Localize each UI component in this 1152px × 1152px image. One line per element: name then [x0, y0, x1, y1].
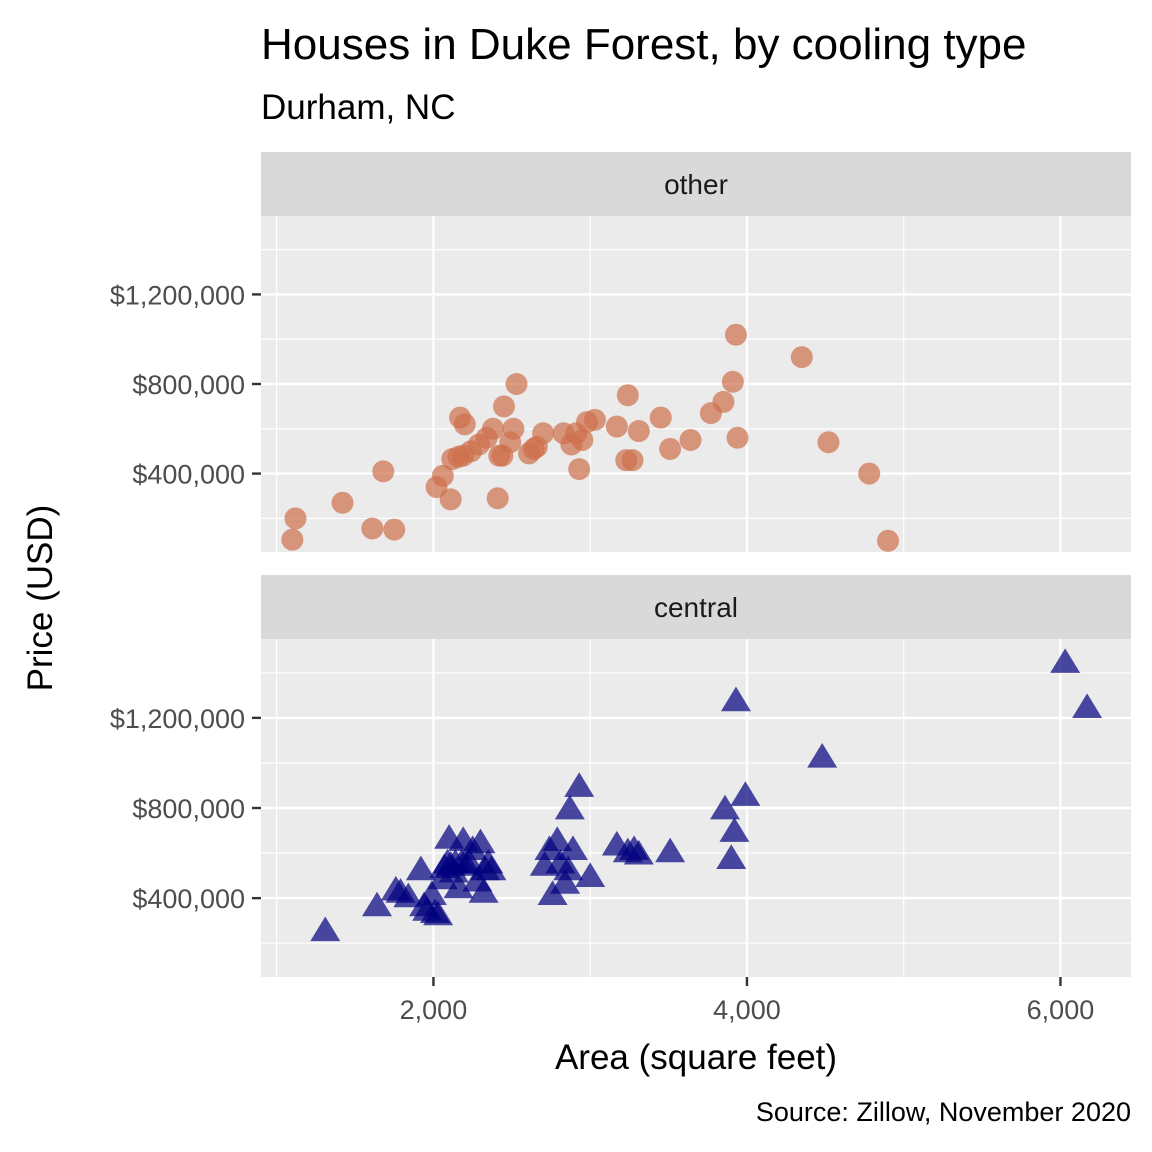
data-point-other — [790, 346, 813, 369]
data-point-other — [505, 373, 528, 395]
y-tick-label: $800,000 — [132, 370, 245, 400]
data-point-central — [542, 826, 573, 851]
data-point-other — [721, 370, 744, 393]
y-tick-label: $800,000 — [132, 794, 245, 824]
data-point-central — [468, 878, 499, 903]
points-central — [310, 648, 1103, 942]
facet-panel-other: other — [261, 152, 1131, 552]
data-point-other — [482, 417, 504, 440]
data-point-other — [621, 449, 644, 472]
data-point-central — [550, 869, 581, 894]
facet-panel-central: central — [261, 575, 1131, 977]
data-point-central — [575, 862, 606, 887]
data-point-central — [423, 900, 454, 926]
data-point-central — [454, 848, 485, 874]
data-point-other — [817, 431, 840, 454]
data-point-other — [492, 395, 515, 418]
data-point-central — [730, 781, 761, 806]
x-axis-title: Area (square feet) — [555, 1038, 837, 1077]
data-point-other — [502, 417, 525, 440]
data-point-central — [416, 880, 447, 906]
data-point-central — [710, 794, 740, 820]
data-point-other — [439, 488, 462, 511]
data-point-central — [564, 772, 595, 797]
data-point-central — [557, 835, 588, 860]
data-point-other — [616, 384, 639, 407]
data-point-central — [476, 855, 507, 881]
x-tick-label: 6,000 — [1027, 995, 1095, 1025]
data-point-central — [465, 828, 496, 854]
data-point-central — [1072, 693, 1103, 718]
y-axes: $400,000 $800,000 $1,200,000 $400,000 $800,0… — [110, 280, 261, 914]
data-point-other — [453, 413, 476, 436]
data-point-other — [331, 491, 354, 514]
data-point-other — [571, 429, 594, 451]
gridlines-other — [261, 216, 1131, 552]
facet-strip-label-other: other — [664, 169, 728, 200]
data-point-central — [720, 686, 751, 712]
y-axis-title: Price (USD) — [21, 505, 60, 692]
data-point-other — [724, 323, 747, 346]
data-point-other — [532, 422, 555, 445]
data-point-other — [372, 460, 395, 483]
data-point-other — [583, 408, 606, 431]
data-point-other — [877, 529, 900, 552]
y-tick-label: $1,200,000 — [110, 280, 245, 310]
facet-strip-label-central: central — [654, 592, 738, 623]
y-tick-label: $1,200,000 — [110, 704, 245, 734]
data-point-central — [623, 839, 654, 865]
data-point-central — [553, 855, 584, 881]
data-point-central — [1050, 648, 1081, 673]
data-point-central — [443, 873, 474, 899]
data-point-other — [858, 462, 881, 485]
data-point-central — [310, 916, 341, 942]
data-point-other — [431, 464, 454, 487]
data-point-other — [568, 458, 591, 481]
data-point-central — [655, 837, 686, 863]
facet-strip-other — [261, 152, 1131, 216]
data-point-other — [649, 406, 672, 429]
chart-caption: Source: Zillow, November 2020 — [756, 1097, 1131, 1127]
x-tick-label: 2,000 — [400, 995, 468, 1025]
data-point-other — [712, 390, 735, 413]
data-point-other — [486, 487, 509, 510]
gridlines-central — [261, 639, 1131, 977]
data-point-central — [362, 891, 392, 917]
data-point-central — [807, 742, 838, 768]
data-point-other — [361, 517, 384, 540]
chart-subtitle: Durham, NC — [261, 88, 455, 127]
data-point-other — [627, 420, 650, 443]
data-point-other — [605, 415, 628, 438]
data-point-other — [284, 507, 307, 530]
points-other — [281, 323, 900, 552]
data-point-central — [554, 794, 585, 820]
chart-title: Houses in Duke Forest, by cooling type — [261, 20, 1027, 69]
y-tick-label: $400,000 — [132, 460, 245, 490]
x-tick-label: 4,000 — [713, 995, 781, 1025]
facet-strip-central — [261, 575, 1131, 639]
y-tick-label: $400,000 — [132, 884, 245, 914]
data-point-other — [383, 518, 406, 541]
data-point-central — [716, 844, 747, 869]
data-point-other — [659, 437, 682, 460]
data-point-central — [393, 882, 424, 908]
data-point-other — [281, 528, 304, 551]
data-point-other — [726, 426, 749, 449]
data-point-central — [719, 817, 750, 842]
x-axis: 2,000 4,000 6,000 — [400, 977, 1095, 1025]
data-point-other — [679, 429, 702, 451]
data-point-central — [405, 855, 436, 881]
